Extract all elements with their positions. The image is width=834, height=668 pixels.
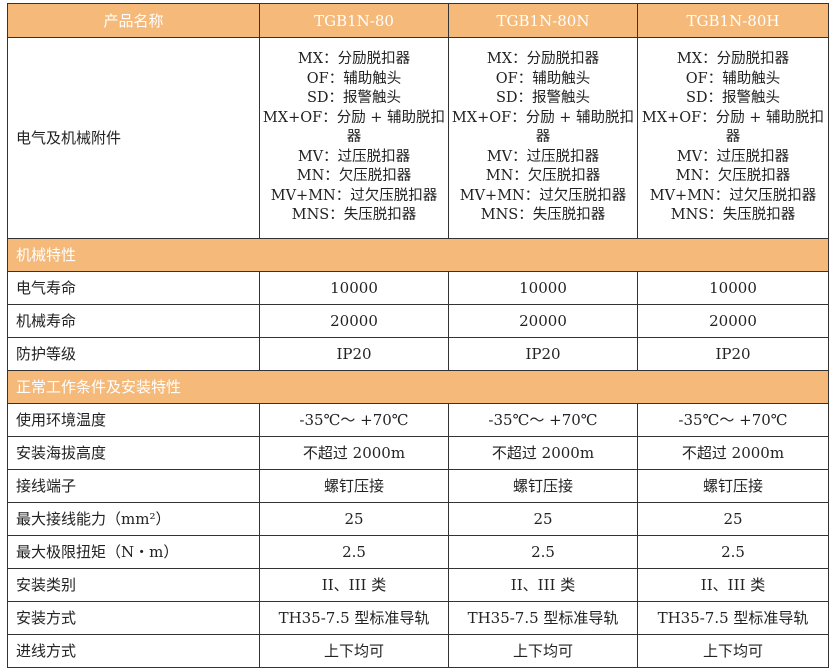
accessory-item: MV：过压脱扣器: [297, 148, 411, 165]
cell-value: II、III 类: [448, 567, 638, 602]
cell-value: 螺钉压接: [448, 468, 638, 503]
cell-value: 25: [637, 501, 829, 536]
cell-value: 20000: [448, 303, 638, 338]
accessory-item: MX：分励脱扣器: [297, 51, 411, 67]
cell-value: 25: [259, 501, 449, 536]
accessory-item: MNS：失压脱扣器: [291, 207, 417, 223]
section-row: 机械特性: [7, 237, 829, 272]
accessory-item: SD：报警触头: [306, 90, 402, 106]
table-row: 机械寿命 20000 20000 20000: [7, 303, 829, 338]
cell-value: 上下均可: [637, 633, 829, 668]
accessory-item: MV+MN：过欠压脱扣器: [459, 187, 627, 204]
cell-value: -35℃～ +70℃: [259, 402, 449, 437]
accessory-item: MX+OF：分励 + 辅助脱扣器: [641, 109, 825, 146]
section-title: 正常工作条件及安装特性: [7, 369, 829, 404]
section-row: 正常工作条件及安装特性: [7, 369, 829, 404]
row-label: 最大接线能力（mm²）: [7, 501, 260, 536]
cell-value: 2.5: [259, 534, 449, 569]
accessory-item: MX：分励脱扣器: [676, 51, 790, 67]
cell-value: 不超过 2000m: [259, 435, 449, 470]
row-label: 接线端子: [7, 468, 260, 503]
table-row: 安装海拔高度 不超过 2000m 不超过 2000m 不超过 2000m: [7, 435, 829, 470]
table-row: 电气寿命 10000 10000 10000: [7, 270, 829, 305]
cell-value: 2.5: [637, 534, 829, 569]
row-label: 机械寿命: [7, 303, 260, 338]
model-header: TGB1N-80: [259, 3, 449, 38]
accessory-item: MV：过压脱扣器: [676, 148, 790, 165]
cell-value: 上下均可: [448, 633, 638, 668]
accessory-list: MX：分励脱扣器 OF：辅助触头 SD：报警触头 MX+OF：分励 + 辅助脱扣器 MV…: [259, 37, 449, 239]
cell-value: 20000: [259, 303, 449, 338]
header-label: 产品名称: [7, 3, 260, 38]
accessory-item: MN：欠压脱扣器: [485, 168, 601, 184]
cell-value: 10000: [259, 270, 449, 305]
accessory-item: MX+OF：分励 + 辅助脱扣器: [451, 109, 635, 146]
cell-value: -35℃～ +70℃: [448, 402, 638, 437]
section-title: 机械特性: [7, 237, 829, 272]
table-row: 安装方式 TH35-7.5 型标准导轨 TH35-7.5 型标准导轨 TH35-7.5…: [7, 600, 829, 635]
row-label: 电气寿命: [7, 270, 260, 305]
accessory-item: MX：分励脱扣器: [486, 51, 600, 67]
cell-value: 2.5: [448, 534, 638, 569]
header-row: 产品名称 TGB1N-80 TGB1N-80N TGB1N-80H: [7, 3, 829, 38]
accessory-item: MNS：失压脱扣器: [480, 207, 606, 223]
cell-value: 20000: [637, 303, 829, 338]
cell-value: TH35-7.5 型标准导轨: [637, 600, 829, 635]
accessory-list: MX：分励脱扣器 OF：辅助触头 SD：报警触头 MX+OF：分励 + 辅助脱扣器 MV…: [448, 37, 638, 239]
cell-value: II、III 类: [259, 567, 449, 602]
model-header: TGB1N-80H: [637, 3, 829, 38]
accessory-item: MNS：失压脱扣器: [670, 207, 796, 223]
row-label: 进线方式: [7, 633, 260, 668]
table-row: 最大接线能力（mm²） 25 25 25: [7, 501, 829, 536]
cell-value: 螺钉压接: [637, 468, 829, 503]
row-label: 最大极限扭矩（N・m）: [7, 534, 260, 569]
cell-value: IP20: [259, 336, 449, 371]
accessory-item: MV+MN：过欠压脱扣器: [649, 187, 817, 204]
table-row: 接线端子 螺钉压接 螺钉压接 螺钉压接: [7, 468, 829, 503]
cell-value: 10000: [448, 270, 638, 305]
table-row: 防护等级 IP20 IP20 IP20: [7, 336, 829, 371]
row-label: 安装方式: [7, 600, 260, 635]
cell-value: 25: [448, 501, 638, 536]
row-label: 电气及机械附件: [7, 37, 260, 239]
cell-value: II、III 类: [637, 567, 829, 602]
accessory-item: OF：辅助触头: [306, 70, 402, 87]
accessory-item: MN：欠压脱扣器: [675, 168, 791, 184]
spec-table: 产品名称 TGB1N-80 TGB1N-80N TGB1N-80H 电气及机械附…: [7, 3, 829, 668]
cell-value: 不超过 2000m: [448, 435, 638, 470]
accessories-row: 电气及机械附件 MX：分励脱扣器 OF：辅助触头 SD：报警触头 MX+OF：分励 +…: [7, 37, 829, 239]
cell-value: 上下均可: [259, 633, 449, 668]
accessory-list: MX：分励脱扣器 OF：辅助触头 SD：报警触头 MX+OF：分励 + 辅助脱扣器 MV…: [637, 37, 829, 239]
accessory-item: MV：过压脱扣器: [486, 148, 600, 165]
row-label: 安装类别: [7, 567, 260, 602]
accessory-item: OF：辅助触头: [685, 70, 781, 87]
table-row: 使用环境温度 -35℃～ +70℃ -35℃～ +70℃ -35℃～ +70℃: [7, 402, 829, 437]
cell-value: 螺钉压接: [259, 468, 449, 503]
table-row: 安装类别 II、III 类 II、III 类 II、III 类: [7, 567, 829, 602]
table-row: 最大极限扭矩（N・m） 2.5 2.5 2.5: [7, 534, 829, 569]
row-label: 使用环境温度: [7, 402, 260, 437]
cell-value: IP20: [637, 336, 829, 371]
accessory-item: OF：辅助触头: [495, 70, 591, 87]
cell-value: TH35-7.5 型标准导轨: [448, 600, 638, 635]
cell-value: -35℃～ +70℃: [637, 402, 829, 437]
accessory-item: MV+MN：过欠压脱扣器: [270, 187, 438, 204]
accessory-item: SD：报警触头: [685, 90, 781, 106]
model-header: TGB1N-80N: [448, 3, 638, 38]
cell-value: TH35-7.5 型标准导轨: [259, 600, 449, 635]
cell-value: 10000: [637, 270, 829, 305]
cell-value: IP20: [448, 336, 638, 371]
accessory-item: MN：欠压脱扣器: [296, 168, 412, 184]
accessory-item: SD：报警触头: [495, 90, 591, 106]
row-label: 防护等级: [7, 336, 260, 371]
row-label: 安装海拔高度: [7, 435, 260, 470]
table-row: 进线方式 上下均可 上下均可 上下均可: [7, 633, 829, 668]
accessory-item: MX+OF：分励 + 辅助脱扣器: [262, 109, 446, 146]
cell-value: 不超过 2000m: [637, 435, 829, 470]
